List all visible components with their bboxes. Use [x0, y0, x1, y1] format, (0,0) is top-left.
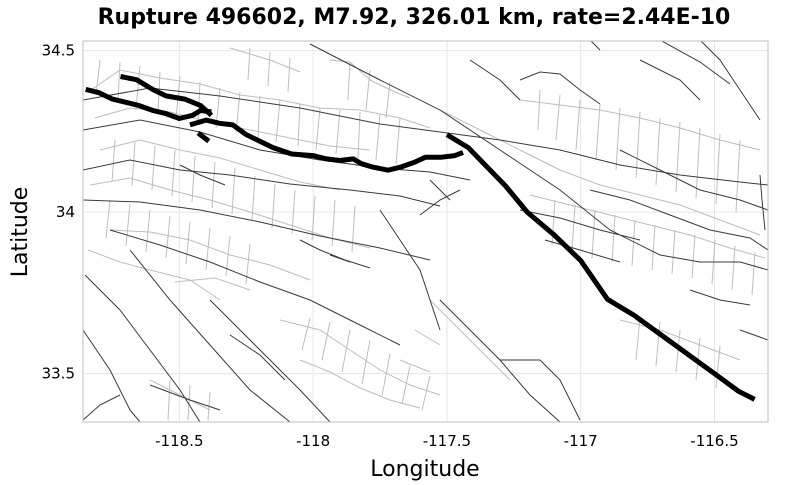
chart-title: Rupture 496602, M7.92, 326.01 km, rate=2…: [98, 5, 731, 30]
plot-frame: [82, 40, 769, 423]
fault-traces-dark: [83, 41, 768, 422]
x-axis-ticks: -118.5 -118 -117.5 -117 -116.5: [155, 432, 739, 450]
rupture-segment: [189, 117, 464, 173]
rupture-segment: [85, 86, 212, 121]
y-axis-ticks: 33.5 34 34.5: [42, 42, 75, 383]
x-tick-label: -116.5: [690, 432, 738, 450]
y-tick-label: 34: [56, 203, 75, 221]
x-tick-label: -118: [296, 432, 330, 450]
y-tick-label: 34.5: [42, 42, 75, 60]
y-tick-label: 33.5: [42, 365, 75, 383]
fault-trace-short: [179, 41, 768, 341]
x-axis-label: Longitude: [370, 457, 479, 482]
rupture-segment: [196, 131, 211, 144]
grid-lines: [83, 41, 768, 422]
rupture-segment: [445, 132, 756, 402]
x-tick-label: -118.5: [155, 432, 203, 450]
x-tick-label: -117.5: [423, 432, 471, 450]
y-axis-label: Latitude: [8, 187, 33, 278]
x-tick-label: -117: [564, 432, 598, 450]
rupture-traces: [85, 74, 756, 402]
rupture-segment: [120, 74, 214, 118]
